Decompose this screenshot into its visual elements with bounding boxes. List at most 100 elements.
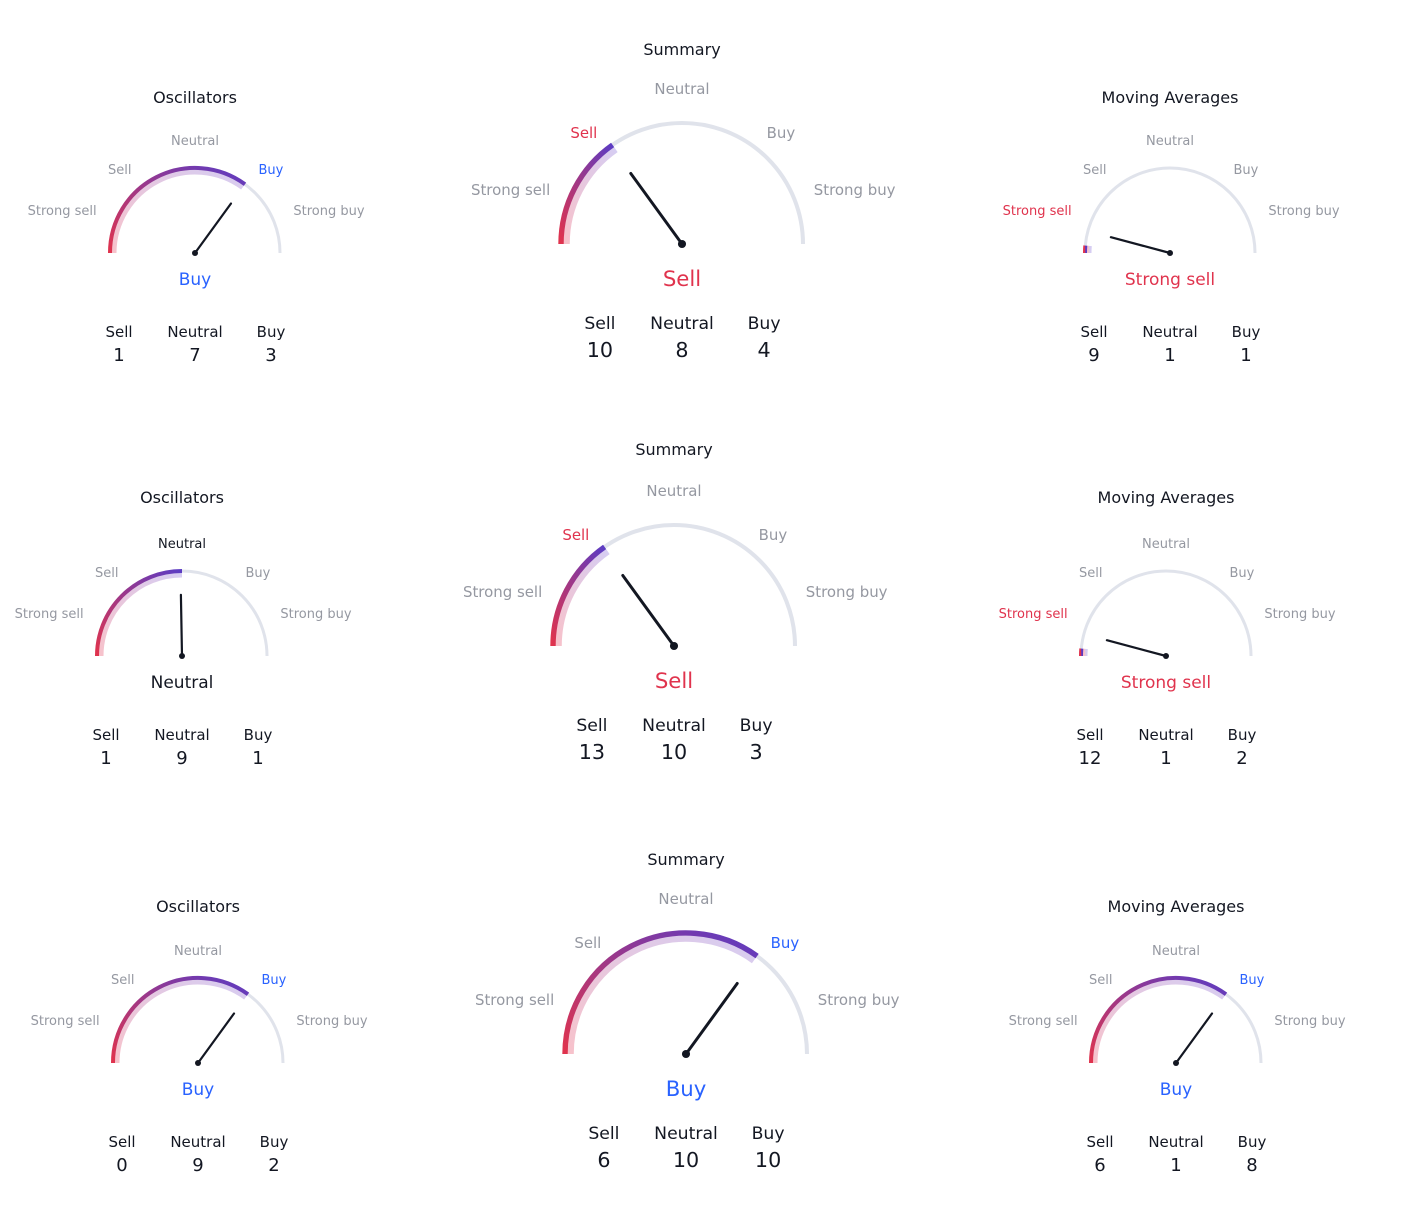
count-neutral-label: Neutral [1148,1133,1204,1151]
gauge-title: Oscillators [153,88,237,107]
gauge-needle-hub [669,641,679,651]
count-buy-label: Buy [739,716,773,736]
gauge-label-strong-sell: Strong sell [27,204,97,220]
count-buy-label: Buy [259,1133,289,1151]
count-neutral-value: 8 [675,338,689,362]
gauge-title: Moving Averages [1107,897,1245,916]
count-neutral-value: 1 [1164,345,1176,366]
count-sell-value: 1 [100,748,112,769]
gauge-fill-shade [1092,979,1226,1064]
gauge-verdict: Neutral [150,673,214,693]
gauge-needle [1109,236,1172,255]
gauge-needle [1174,1012,1214,1065]
count-neutral-value: 10 [672,1148,700,1172]
gauge-label-neutral: Neutral [1146,133,1194,149]
count-buy-value: 2 [1236,748,1248,769]
count-buy-value: 3 [749,740,763,764]
gauge-label-strong-buy: Strong buy [817,990,900,1009]
gauge-fill [550,544,607,647]
gauge-label-buy: Buy [1229,565,1255,581]
gauge-needle [179,593,184,658]
gauge-needle-hub [681,1049,691,1059]
gauge-fill [111,975,250,1064]
gauge-label-strong-sell: Strong sell [462,582,543,601]
gauge-label-strong-sell: Strong sell [30,1014,100,1030]
gauge-label-sell: Sell [570,123,598,142]
gauge-label-sell: Sell [95,565,119,581]
count-neutral-label: Neutral [154,726,210,744]
gauge-verdict: Buy [178,270,212,290]
gauge-needle [621,574,676,648]
gauge-track [111,976,285,1064]
count-buy-value: 1 [1240,345,1252,366]
count-buy: Buy 3 [257,323,286,366]
count-neutral: Neutral 8 [650,314,714,362]
gauge-label-neutral: Neutral [171,133,219,149]
count-sell: Sell 6 [588,1124,619,1172]
count-neutral-label: Neutral [170,1133,226,1151]
count-sell-value: 6 [597,1148,611,1172]
count-neutral-label: Neutral [167,323,223,341]
count-sell-label: Sell [1086,1133,1114,1151]
gauge-label-strong-buy: Strong buy [813,180,896,199]
count-neutral-value: 9 [192,1155,204,1176]
gauge-fill [108,165,247,254]
gauge-label-buy: Buy [1239,972,1265,988]
gauge-title: Oscillators [156,897,240,916]
gauge-label-strong-buy: Strong buy [293,204,365,220]
gauge-verdict: Buy [1159,1080,1193,1100]
gauge-label-sell: Sell [1083,162,1107,178]
gauge-label-strong-buy: Strong buy [805,582,888,601]
gauge-label-strong-sell: Strong sell [1002,204,1072,220]
gauge-title: Summary [635,440,713,459]
gauge-label-sell: Sell [574,933,602,952]
count-neutral: Neutral 1 [1138,726,1193,769]
gauge-label-sell: Sell [1079,565,1103,581]
count-buy-value: 4 [757,338,771,362]
count-neutral: Neutral 9 [154,726,209,769]
count-buy-value: 10 [754,1148,782,1172]
gauge-fill-shade [555,548,610,647]
count-sell-value: 9 [1088,345,1100,366]
count-buy-label: Buy [256,323,286,341]
gauge-fill [1089,975,1228,1064]
count-sell-value: 6 [1094,1155,1106,1176]
count-sell-label: Sell [92,726,120,744]
count-sell-label: Sell [1076,726,1104,744]
gauge-verdict: Sell [662,266,702,292]
count-buy-label: Buy [751,1124,785,1144]
gauge-label-strong-sell: Strong sell [14,607,84,623]
count-sell: Sell 0 [108,1133,135,1176]
gauge-label-strong-sell: Strong sell [474,990,555,1009]
gauge-label-neutral: Neutral [174,943,222,959]
count-sell: Sell 1 [105,323,132,366]
count-sell: Sell 12 [1076,726,1103,769]
gauge-label-strong-buy: Strong buy [280,607,352,623]
gauge-fill [95,569,183,657]
gauge-title: Summary [643,40,721,59]
count-sell-value: 10 [586,338,614,362]
gauge-label-sell: Sell [1089,972,1113,988]
gauge-verdict: Strong sell [1120,673,1212,693]
gauge-title: Moving Averages [1097,488,1235,507]
gauge-title: Summary [647,850,725,869]
gauge-needle [629,172,684,246]
gauge-fill-shade [563,146,618,245]
gauge-needle-hub [179,653,185,659]
gauge-label-buy: Buy [261,972,287,988]
gauge-label-strong-sell: Strong sell [470,180,551,199]
count-buy: Buy 10 [752,1124,785,1172]
gauge-label-neutral: Neutral [646,481,702,500]
gauge-needle-hub [192,250,198,256]
count-sell-value: 13 [578,740,606,764]
gauge-title: Oscillators [140,488,224,507]
count-neutral-value: 1 [1160,748,1172,769]
gauge-label-buy: Buy [770,933,800,952]
count-buy: Buy 8 [1238,1133,1267,1176]
count-sell: Sell 6 [1086,1133,1113,1176]
count-sell-value: 12 [1078,748,1102,769]
gauge-needle-hub [1167,250,1173,256]
